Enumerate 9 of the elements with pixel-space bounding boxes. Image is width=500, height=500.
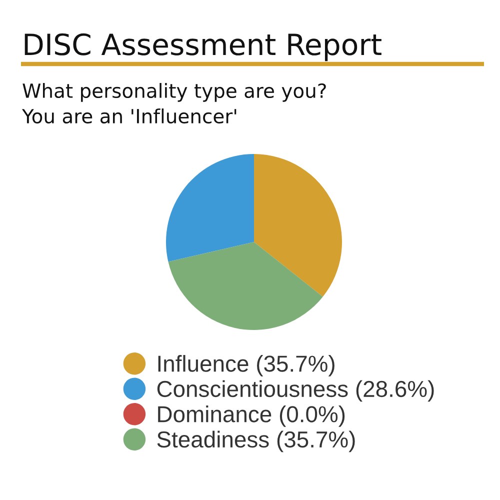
legend-label: Influence (35.7%)	[158, 355, 334, 376]
legend-label: Conscientiousness (28.6%)	[157, 380, 434, 402]
legend-label: Dominance (0.0%)	[158, 406, 345, 427]
pie-slice	[254, 154, 342, 297]
chart-subtitle: What personality type are you? You are an 'Influencer'	[22, 83, 326, 124]
legend-label: Steadiness (35.7%)	[157, 430, 355, 452]
pie-slice	[168, 242, 323, 330]
chart-title: DISC Assessment Report	[24, 33, 382, 62]
pie-slice	[166, 154, 254, 262]
